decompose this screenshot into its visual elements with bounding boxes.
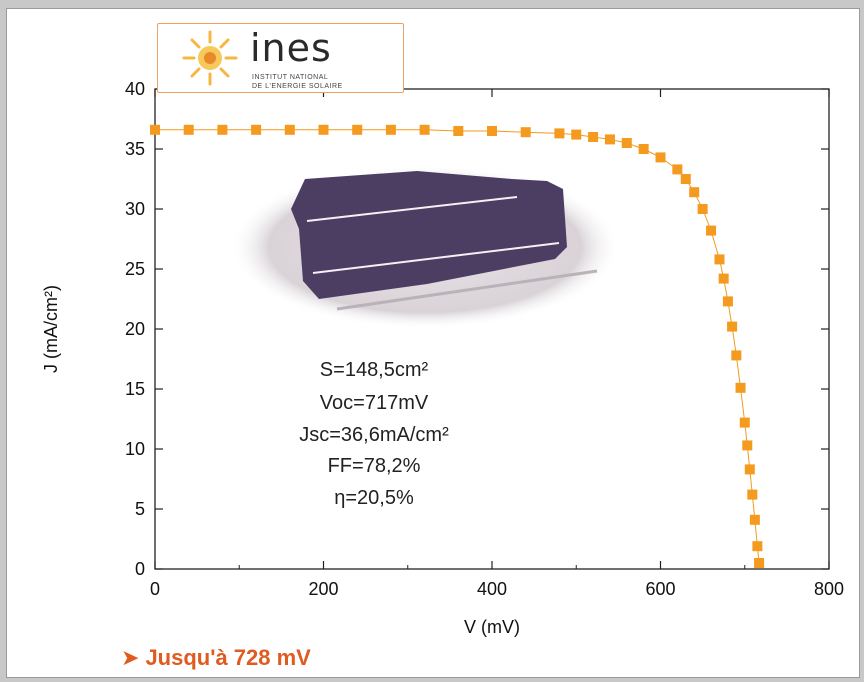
x-tick-label: 400 [477,579,507,599]
data-point [747,489,758,500]
data-point [520,127,531,138]
stat-ff: FF=78,2% [328,455,421,477]
data-point [419,124,430,135]
data-point [352,124,363,135]
data-point [739,417,750,428]
y-tick-label: 10 [125,439,145,459]
logo-subtitle-2: DE L'ENERGIE SOLAIRE [252,83,343,90]
data-point [722,296,733,307]
data-point [621,138,632,148]
data-point [689,187,700,198]
data-point [727,321,738,332]
busbar [312,242,560,274]
y-tick-label: 35 [125,139,145,159]
data-point [284,124,295,135]
data-point [183,124,194,135]
data-point [672,164,683,175]
busbar [306,196,518,222]
holder-bar [336,269,598,311]
data-point [251,124,262,135]
figure-frame: 0 200 400 600 800 0 5 10 15 20 25 30 35 40 V (mV) J (mA… [6,8,860,678]
stat-efficiency: η=20,5% [334,487,414,509]
cell-stats: S=148,5cm² Voc=717mV Jsc=36,6mA/cm² FF=7… [299,359,449,509]
data-point [754,558,765,568]
data-point [318,124,329,135]
logo-brand: ines [250,26,332,70]
data-point [217,124,228,135]
x-tick-label: 200 [308,579,338,599]
data-point [742,440,753,451]
data-point [554,128,565,139]
x-tick-label: 800 [814,579,844,599]
data-point [718,273,729,284]
data-point [487,126,497,136]
stat-voc: Voc=717mV [320,392,429,414]
solar-cell-photo [230,165,620,329]
y-tick-label: 5 [135,499,145,519]
y-tick-label: 20 [125,319,145,339]
data-point [385,124,396,135]
y-tick-label: 0 [135,559,145,579]
data-point [680,174,691,184]
data-point [588,132,599,142]
data-point [752,541,763,552]
data-point [638,144,649,154]
data-point [744,464,755,475]
y-tick-label: 40 [125,79,145,99]
arrow-icon: ➤ [121,645,140,670]
x-axis-label: V (mV) [464,617,520,637]
data-point [571,129,582,140]
sun-icon [182,30,238,86]
data-points [150,124,765,568]
y-tick-label: 15 [125,379,145,399]
data-point [735,382,746,393]
record-caption: ➤ Jusqu'à 728 mV [121,645,311,671]
ines-logo: ines INSTITUT NATIONAL DE L'ENERGIE SOLA… [157,23,404,93]
data-point [714,254,725,265]
stat-jsc: Jsc=36,6mA/cm² [299,424,449,446]
caption-text: Jusqu'à 728 mV [145,645,311,670]
y-tick-label: 30 [125,199,145,219]
data-point [655,152,666,163]
y-tick-label: 25 [125,259,145,279]
data-point [604,134,615,145]
y-axis-label: J (mA/cm²) [41,285,61,373]
iv-chart: 0 200 400 600 800 0 5 10 15 20 25 30 35 40 V (mV) J (mA… [41,79,844,637]
data-point [453,126,464,136]
data-point [731,350,742,361]
data-point [749,514,760,525]
data-point [697,204,708,214]
data-point [150,124,160,135]
stat-area: S=148,5cm² [320,359,429,381]
data-point [706,225,717,236]
x-tick-label: 600 [645,579,675,599]
x-tick-label: 0 [150,579,160,599]
logo-subtitle-1: INSTITUT NATIONAL [252,74,329,81]
chart-axes: 0 200 400 600 800 0 5 10 15 20 25 30 35 40 V (mV) J (mA… [41,79,844,637]
